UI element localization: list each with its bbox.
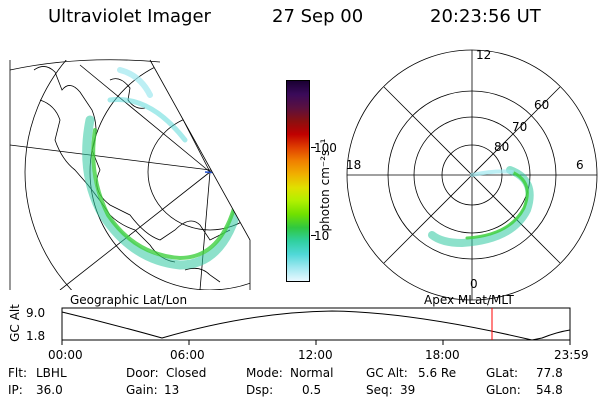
glon-label: GLon: <box>486 383 521 397</box>
glon-value: 54.8 <box>536 383 563 397</box>
aurora-band <box>107 97 188 143</box>
colorbar-tick-mark <box>311 235 316 236</box>
altitude-timeline <box>61 307 571 345</box>
coastline <box>184 267 221 283</box>
door-label: Door: <box>126 366 159 380</box>
mlt-label-12: 12 <box>476 48 492 62</box>
mlat-label-80: 80 <box>494 140 510 154</box>
timeline-tick-label: 06:00 <box>170 348 205 362</box>
filter-value: LBHL <box>36 366 67 380</box>
filter-label: Flt: <box>8 366 27 380</box>
aurora-band <box>470 169 514 177</box>
time-label: 20:23:56 UT <box>430 6 541 27</box>
magnetic-polar-map <box>346 49 598 301</box>
gain-value: 13 <box>164 383 180 397</box>
geographic-map <box>9 59 251 290</box>
gain-label: Gain: <box>126 383 158 397</box>
coastline <box>33 66 231 241</box>
ip-value: 36.0 <box>36 383 63 397</box>
seq-label: Seq: <box>366 383 393 397</box>
left-map-label: Geographic Lat/Lon <box>70 293 188 307</box>
seq-value: 39 <box>400 383 416 397</box>
aurora-band <box>82 115 245 270</box>
gc-alt-value: 5.6 Re <box>418 366 457 380</box>
date-label: 27 Sep 00 <box>272 6 364 27</box>
timeline-y-top: 9.0 <box>26 306 46 320</box>
aurora-band <box>428 166 534 248</box>
timeline-tick-label: 23:59 <box>554 348 589 362</box>
right-map-label: Apex MLat/MLT <box>424 293 514 307</box>
timeline-tick-label: 00:00 <box>48 348 83 362</box>
mlat-label-60: 60 <box>534 98 550 112</box>
aurora-band <box>465 171 529 240</box>
mlat-label-70: 70 <box>512 120 528 134</box>
door-value: Closed <box>166 366 207 380</box>
app-title: Ultraviolet Imager <box>48 6 211 27</box>
dsp-label: Dsp: <box>246 383 274 397</box>
colorbar-tick-10: 10 <box>314 229 330 243</box>
dsp-value: 0.5 <box>302 383 322 397</box>
timeline-y-bottom: 1.8 <box>26 329 46 343</box>
mode-value: Normal <box>290 366 334 380</box>
glat-value: 77.8 <box>536 366 563 380</box>
gc-alt-label: GC Alt: <box>366 366 408 380</box>
colorbar-unit-label: photon cm⁻²s⁻¹ <box>318 138 332 232</box>
coastline <box>109 78 146 109</box>
colorbar-tick-mark <box>311 147 316 148</box>
altitude-curve <box>61 310 571 341</box>
mlt-label-6: 6 <box>576 158 584 172</box>
mode-label: Mode: <box>246 366 283 380</box>
aurora-band <box>91 128 237 261</box>
ip-label: IP: <box>8 383 23 397</box>
mlt-label-0: 0 <box>470 277 478 291</box>
timeline-tick-label: 18:00 <box>425 348 460 362</box>
mlt-label-18: 18 <box>346 158 362 172</box>
color-scale-bar <box>286 80 310 282</box>
aurora-band <box>117 67 153 98</box>
timeline-tick-label: 12:00 <box>298 348 333 362</box>
colorbar-tick-100: 100 <box>314 141 337 155</box>
timeline-axis-title: GC Alt <box>7 304 22 342</box>
glat-label: GLat: <box>486 366 519 380</box>
